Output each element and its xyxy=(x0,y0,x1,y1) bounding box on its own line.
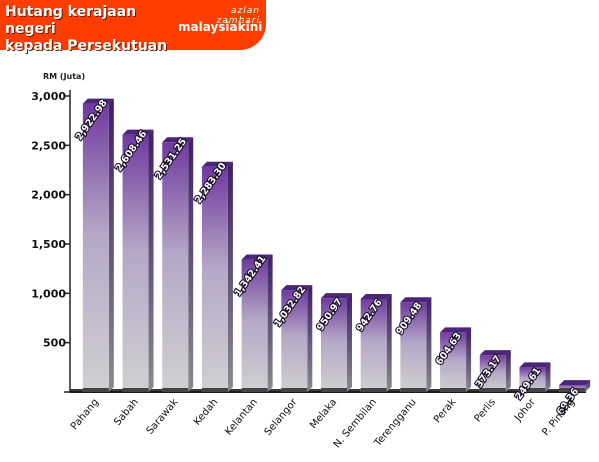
byline: azlan zamhari xyxy=(216,6,260,26)
bar-side xyxy=(188,137,194,392)
y-tick-label: 1,000 xyxy=(31,287,66,300)
category-label: Sabah xyxy=(112,397,141,428)
bar-top-face xyxy=(360,293,392,299)
bar-top-face xyxy=(281,285,313,291)
bar xyxy=(440,332,467,392)
bar-foot xyxy=(440,388,467,392)
bar-foot xyxy=(479,388,506,392)
bar xyxy=(321,298,347,392)
bar-foot xyxy=(400,388,427,392)
bar-side xyxy=(267,254,273,392)
bar xyxy=(162,142,189,392)
category-label: Pahang xyxy=(69,397,101,432)
bar-foot xyxy=(122,388,149,392)
bar-foot xyxy=(82,388,109,392)
bar-foot xyxy=(559,388,586,392)
category-label: P. Pinang xyxy=(540,397,577,438)
category-label: Melaka xyxy=(308,397,339,431)
bar-top-face xyxy=(122,129,154,135)
bar-top-face xyxy=(321,293,352,299)
bar xyxy=(400,302,427,392)
bar xyxy=(360,298,387,392)
bar xyxy=(519,367,546,392)
category-label: Terengganu xyxy=(372,397,419,450)
y-tick-label: 500 xyxy=(43,337,66,350)
bar-foot xyxy=(519,388,546,392)
bar xyxy=(201,166,228,392)
y-tick-label: 2,000 xyxy=(31,189,66,202)
bar-top-face xyxy=(440,327,472,333)
y-axis-label: RM (Juta) xyxy=(43,72,85,81)
category-label: Kedah xyxy=(192,397,220,428)
bar-side xyxy=(148,129,154,392)
category-label: Perlis xyxy=(472,397,498,425)
bar xyxy=(241,259,268,392)
bar xyxy=(281,290,308,392)
bar-top-face xyxy=(519,362,551,368)
bar-side xyxy=(426,297,432,392)
bar-top-face xyxy=(400,297,432,303)
bar-side xyxy=(347,293,352,392)
bar-top-face xyxy=(201,161,233,167)
bar-foot xyxy=(201,388,228,392)
bar-side xyxy=(227,161,233,392)
bar xyxy=(479,355,506,392)
bar-side xyxy=(585,380,591,392)
bar-side xyxy=(108,98,114,392)
bar-foot xyxy=(162,388,189,392)
bar xyxy=(122,134,149,392)
category-label: Johor xyxy=(512,396,538,424)
bar-top-face xyxy=(162,137,194,143)
title-line-1: Hutang kerajaan negeri xyxy=(5,4,137,37)
category-label: Sarawak xyxy=(145,397,181,437)
bar-foot xyxy=(321,388,347,392)
bar-side xyxy=(545,362,551,392)
brand-logo: malaysiakini xyxy=(178,20,263,34)
bar-side xyxy=(386,293,392,392)
bar xyxy=(82,103,109,392)
y-tick-label: 3,000 xyxy=(31,90,66,103)
bar-side xyxy=(466,327,472,392)
chart-title: Hutang kerajaan negeri kepada Persekutua… xyxy=(5,4,185,55)
category-label: Kelantan xyxy=(223,397,260,438)
y-tick-label: 1,500 xyxy=(31,238,66,251)
bar-top-face xyxy=(479,350,511,356)
bar-top-face xyxy=(559,380,591,386)
bar-foot xyxy=(360,388,387,392)
bar-foot xyxy=(281,388,308,392)
category-label: Perak xyxy=(432,397,458,426)
bar-foot xyxy=(241,388,268,392)
bar-side xyxy=(505,350,511,392)
bar-side xyxy=(307,285,313,392)
title-line-2: kepada Persekutuan xyxy=(5,38,168,54)
title-banner: Hutang kerajaan negeri kepada Persekutua… xyxy=(0,0,266,54)
category-label: Selangor xyxy=(263,396,300,438)
bar-top-face xyxy=(82,98,114,104)
y-tick-label: 2,500 xyxy=(31,139,66,152)
bar-top-face xyxy=(241,254,273,260)
